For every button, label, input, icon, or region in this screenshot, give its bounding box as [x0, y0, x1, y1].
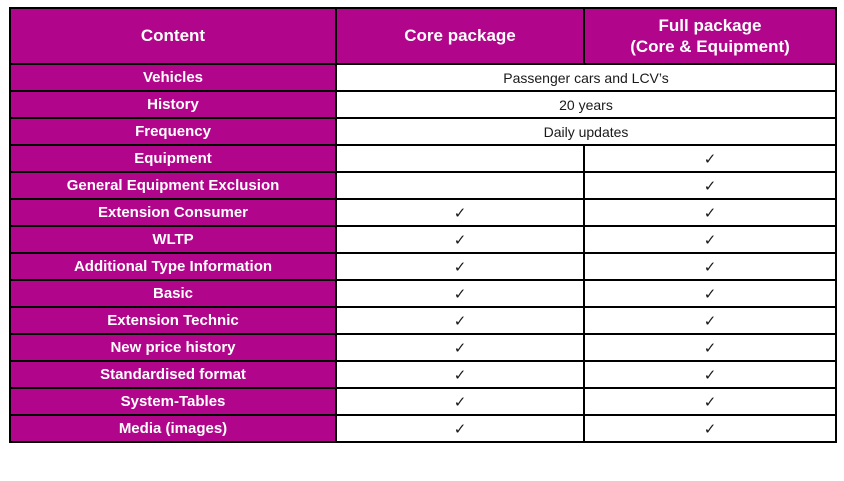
checkmark-icon: ✓ — [335, 360, 585, 389]
package-comparison-table: Content Core package Full package (Core … — [9, 7, 837, 443]
checkmark-icon: ✓ — [335, 225, 585, 254]
row-label: WLTP — [9, 225, 337, 254]
row-label: Extension Consumer — [9, 198, 337, 227]
merged-value-cell: Passenger cars and LCV’s — [335, 63, 837, 92]
row-label: Frequency — [9, 117, 337, 146]
checkmark-icon: ✓ — [583, 144, 837, 173]
table-row: Equipment ✓ — [9, 144, 837, 173]
table-row: Standardised format ✓ ✓ — [9, 360, 837, 389]
column-header-core-package: Core package — [335, 7, 585, 65]
row-label: New price history — [9, 333, 337, 362]
table-row: General Equipment Exclusion ✓ — [9, 171, 837, 200]
column-header-content: Content — [9, 7, 337, 65]
full-package-subtitle: (Core & Equipment) — [630, 37, 790, 56]
table-row: History 20 years — [9, 90, 837, 119]
header-row: Content Core package Full package (Core … — [9, 7, 837, 65]
checkmark-icon: ✓ — [583, 360, 837, 389]
table-row: Vehicles Passenger cars and LCV’s — [9, 63, 837, 92]
table-row: Frequency Daily updates — [9, 117, 837, 146]
row-label: Standardised format — [9, 360, 337, 389]
row-label: Extension Technic — [9, 306, 337, 335]
checkmark-icon: ✓ — [583, 387, 837, 416]
empty-cell — [335, 171, 585, 200]
checkmark-icon: ✓ — [583, 252, 837, 281]
checkmark-icon: ✓ — [583, 225, 837, 254]
checkmark-icon: ✓ — [335, 414, 585, 443]
checkmark-icon: ✓ — [335, 279, 585, 308]
checkmark-icon: ✓ — [335, 252, 585, 281]
checkmark-icon: ✓ — [583, 333, 837, 362]
checkmark-icon: ✓ — [583, 414, 837, 443]
table-body: Vehicles Passenger cars and LCV’s History 2… — [9, 63, 837, 443]
table-row: New price history ✓ ✓ — [9, 333, 837, 362]
checkmark-icon: ✓ — [335, 306, 585, 335]
column-header-full-package: Full package (Core & Equipment) — [583, 7, 837, 65]
row-label: Media (images) — [9, 414, 337, 443]
checkmark-icon: ✓ — [335, 333, 585, 362]
row-label: Equipment — [9, 144, 337, 173]
row-label: System-Tables — [9, 387, 337, 416]
table-row: Media (images) ✓ ✓ — [9, 414, 837, 443]
table-row: Extension Consumer ✓ ✓ — [9, 198, 837, 227]
table-row: WLTP ✓ ✓ — [9, 225, 837, 254]
full-package-title: Full package — [658, 15, 762, 35]
checkmark-icon: ✓ — [583, 198, 837, 227]
row-label: General Equipment Exclusion — [9, 171, 337, 200]
merged-value-cell: 20 years — [335, 90, 837, 119]
table-row: System-Tables ✓ ✓ — [9, 387, 837, 416]
row-label: Vehicles — [9, 63, 337, 92]
table-row: Basic ✓ ✓ — [9, 279, 837, 308]
empty-cell — [335, 144, 585, 173]
merged-value-cell: Daily updates — [335, 117, 837, 146]
row-label: Additional Type Information — [9, 252, 337, 281]
row-label: History — [9, 90, 337, 119]
checkmark-icon: ✓ — [583, 279, 837, 308]
checkmark-icon: ✓ — [583, 171, 837, 200]
table-row: Additional Type Information ✓ ✓ — [9, 252, 837, 281]
checkmark-icon: ✓ — [335, 198, 585, 227]
row-label: Basic — [9, 279, 337, 308]
table-row: Extension Technic ✓ ✓ — [9, 306, 837, 335]
checkmark-icon: ✓ — [583, 306, 837, 335]
checkmark-icon: ✓ — [335, 387, 585, 416]
